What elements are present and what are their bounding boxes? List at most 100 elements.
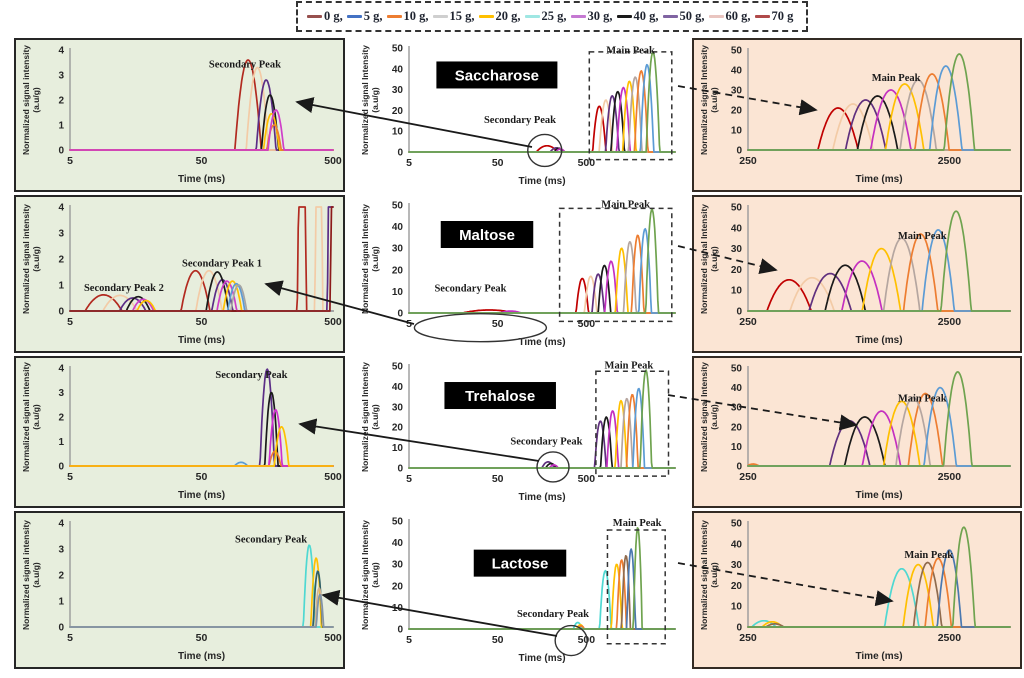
y-axis-title: Normalized signal Intensity(a.u/g) <box>360 45 380 155</box>
annotation-label: Secondary Peak <box>235 535 307 546</box>
y-axis-title: Normalized signal intensity(a.u/g) <box>21 204 41 314</box>
legend-swatch-icon <box>478 15 494 18</box>
x-axis-title: Time (ms) <box>855 490 902 501</box>
panel-maltose-main: 0 10 20 30 40 50 250 2500 Normalized signal Inte… <box>692 195 1022 353</box>
annotation-label: Secondary Peak <box>484 115 556 126</box>
curve-gold <box>69 112 334 151</box>
curve-dark-red <box>69 59 334 151</box>
y-tick-label: 0 <box>397 464 403 475</box>
x-tick-label: 50 <box>196 632 208 644</box>
x-tick-label: 500 <box>578 634 596 646</box>
x-tick-label: 2500 <box>938 632 962 644</box>
panel-saccharose-secondary: 0 1 2 3 4 5 50 500 Normalized signal intensity(a… <box>14 38 345 192</box>
curve-green <box>747 371 1011 467</box>
legend-swatch-icon <box>570 15 586 18</box>
x-tick-label: 250 <box>739 471 757 483</box>
panel-lactose-secondary-svg: 0 1 2 3 4 5 50 500 Normalized signal intensity(a… <box>21 519 342 663</box>
x-tick-label: 500 <box>324 471 342 483</box>
y-tick-label: 1 <box>58 437 64 448</box>
panel-trehalose-main: 0 10 20 30 40 50 250 2500 Normalized signal Inte… <box>692 356 1022 508</box>
y-tick-label: 0 <box>58 307 64 318</box>
x-axis-title: Time (ms) <box>178 490 225 501</box>
panel-maltose-overview: 0 10 20 30 40 50 5 50 500 Normalized signal Inten… <box>355 195 685 353</box>
panel-maltose-main-svg: 0 10 20 30 40 50 250 2500 Normalized signal Inte… <box>699 203 1011 346</box>
y-axis-title: Normalized signal Intensity(a.u/g) <box>699 204 719 314</box>
x-axis-title: Time (ms) <box>518 176 565 187</box>
y-tick-label: 10 <box>392 603 404 614</box>
curve-magenta <box>69 109 334 151</box>
y-tick-label: 40 <box>392 382 404 393</box>
legend-item: 25 g, <box>524 9 567 24</box>
y-tick-label: 1 <box>58 597 64 608</box>
annotation-dashed-box <box>588 51 673 161</box>
x-tick-label: 50 <box>196 316 208 328</box>
x-tick-label: 2500 <box>938 155 962 167</box>
y-tick-label: 1 <box>58 281 64 292</box>
y-tick-label: 30 <box>731 86 743 97</box>
panel-lactose-overview: 0 10 20 30 40 50 5 50 500 Normalized signal Inten… <box>355 511 685 669</box>
legend-item: 20 g, <box>478 9 521 24</box>
legend-item: 40 g, <box>616 9 659 24</box>
legend-item: 50 g, <box>662 9 705 24</box>
annotation-label: Secondary Peak <box>434 283 506 294</box>
legend-label: 25 g, <box>541 9 567 23</box>
curve-gray-blue <box>69 593 334 628</box>
annotation-label: Main Peak <box>872 73 921 84</box>
y-tick-label: 3 <box>58 229 64 240</box>
x-tick-label: 500 <box>578 318 596 330</box>
curve-tan <box>69 587 334 628</box>
curve-cyan <box>69 544 334 628</box>
y-tick-label: 50 <box>392 517 404 528</box>
x-axis-title: Time (ms) <box>855 174 902 185</box>
y-tick-label: 20 <box>392 423 404 434</box>
annotation-circle <box>554 624 588 657</box>
y-tick-label: 2 <box>58 96 64 107</box>
y-tick-label: 40 <box>731 539 743 550</box>
x-tick-label: 500 <box>324 632 342 644</box>
annotation-label: Main Peak <box>605 361 654 372</box>
sugar-title: Saccharose <box>455 67 539 84</box>
y-tick-label: 0 <box>58 146 64 157</box>
panel-trehalose-overview: 0 10 20 30 40 50 5 50 500 Normalized signal Inten… <box>355 356 685 508</box>
x-axis-title: Time (ms) <box>178 651 225 662</box>
y-tick-label: 4 <box>58 203 64 214</box>
annotation-label: Main Peak <box>601 200 650 211</box>
annotation-label: Secondary Peak 2 <box>84 283 164 294</box>
y-axis-title: Normalized signal Intensity(a.u/g) <box>360 362 380 472</box>
y-tick-label: 3 <box>58 71 64 82</box>
legend-swatch-icon <box>346 15 362 18</box>
legend-item: 15 g, <box>432 9 475 24</box>
y-tick-label: 30 <box>392 85 404 96</box>
legend-item: 70 g <box>754 9 793 24</box>
annotation-circle <box>527 133 563 168</box>
x-tick-label: 250 <box>739 155 757 167</box>
x-axis-title: Time (ms) <box>518 337 565 348</box>
sugar-title-box <box>440 221 534 248</box>
panel-maltose-overview-svg: 0 10 20 30 40 50 5 50 500 Normalized signal Inten… <box>360 200 676 348</box>
y-tick-label: 10 <box>731 286 743 297</box>
y-axis-title: Normalized signal Intensity(a.u/g) <box>360 520 380 630</box>
panel-lactose-main: 0 10 20 30 40 50 250 2500 Normalized signal Inte… <box>692 511 1022 669</box>
panel-trehalose-secondary: 0 1 2 3 4 5 50 500 Normalized signal intensity(a… <box>14 356 345 508</box>
legend: 0 g, 5 g, 10 g, 15 g, 20 g, 25 g, 30 g, 40 g, 50… <box>296 1 809 32</box>
annotation-dashed-box <box>558 207 673 323</box>
curve-green <box>408 51 676 153</box>
legend-label: 30 g, <box>587 9 613 23</box>
annotation-label: Main Peak <box>904 550 953 561</box>
curve-green <box>747 210 1011 312</box>
y-tick-label: 0 <box>736 146 742 157</box>
panel-lactose-overview-svg: 0 10 20 30 40 50 5 50 500 Normalized signal Inten… <box>360 517 676 664</box>
x-tick-label: 250 <box>739 632 757 644</box>
x-tick-label: 5 <box>67 316 73 328</box>
panel-maltose-secondary: 0 1 2 3 4 5 50 500 Normalized signal intensity(a… <box>14 195 345 353</box>
annotation-label: Secondary Peak <box>215 370 287 381</box>
y-tick-label: 0 <box>397 148 403 159</box>
y-axis-title: Normalized signal Intensity(a.u/g) <box>699 362 719 472</box>
y-tick-label: 0 <box>58 623 64 634</box>
annotation-circle <box>413 313 548 343</box>
x-axis-title: Time (ms) <box>518 653 565 664</box>
y-tick-label: 2 <box>58 255 64 266</box>
x-tick-label: 5 <box>67 155 73 167</box>
x-tick-label: 500 <box>578 157 596 169</box>
sugar-title: Maltose <box>459 227 515 244</box>
